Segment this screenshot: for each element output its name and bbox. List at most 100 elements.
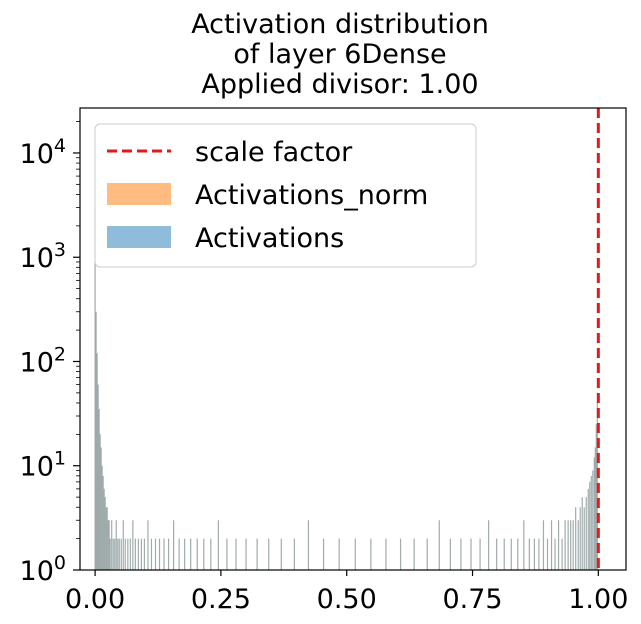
histogram-bar [127,538,129,570]
histogram-bar [190,538,192,570]
histogram-bar [426,538,428,570]
histogram-bar [338,538,340,570]
histogram-bar [122,520,124,570]
histogram-bar [354,538,356,570]
histogram-bar [307,520,310,570]
title-line-1: Activation distribution [191,9,489,40]
x-tick-label: 0.75 [442,584,502,615]
y-tick-label: 103 [20,239,66,274]
title-line-3: Applied divisor: 1.00 [201,69,478,100]
histogram-bar [150,538,153,570]
histogram-bar [103,488,105,570]
histogram-bar [134,538,136,570]
histogram-bar [226,538,228,570]
histogram-bar [158,538,161,570]
legend-box [94,123,477,268]
histogram-bar [595,424,597,570]
histogram-bar [163,538,165,570]
histogram-bar [538,538,540,570]
histogram-bar [102,475,104,570]
histogram-bar [533,538,536,570]
legend-label: scale factor [195,137,353,168]
histogram-bar [572,520,574,570]
histogram-bar [184,538,186,570]
x-axis: 0.00 0.25 0.50 0.75 1.00 [65,570,628,615]
histogram-bar [488,520,490,570]
histogram-bar [449,538,451,570]
histogram-bar [550,520,553,570]
legend-label: Activations_norm [195,180,428,211]
histogram-bars [94,207,598,570]
histogram-bar [98,409,100,570]
histogram-bar [109,538,111,570]
histogram-bar [503,538,505,570]
x-tick-label: 0.00 [65,584,125,615]
x-tick-label: 0.25 [191,584,251,615]
histogram-bar [217,520,219,570]
histogram-bar [322,538,325,570]
histogram-bar [280,538,282,570]
histogram-bar [268,538,270,570]
histogram-bar [143,538,146,570]
histogram-bar [583,507,585,570]
histogram-bar [112,538,114,570]
histogram-bar [132,520,134,570]
histogram-bar [496,538,498,570]
histogram-bar [542,520,545,570]
y-tick-label: 101 [20,448,66,483]
histogram-bar [235,538,237,570]
histogram-bar [99,434,101,570]
histogram-bar [117,538,119,570]
histogram-bar [510,538,512,570]
histogram-bar [115,520,117,570]
histogram-bar [104,497,106,570]
histogram-bar [196,538,198,570]
histogram-bar [554,538,556,570]
y-tick-label: 100 [20,552,66,587]
histogram-bar [523,520,525,570]
histogram-bar [587,488,589,570]
histogram-bar [517,538,519,570]
histogram-bar [561,538,563,570]
histogram-bar [178,538,180,570]
histogram-bar [590,475,592,570]
histogram-bar [567,520,569,570]
histogram-bar [124,538,126,570]
histogram-bar [154,538,157,570]
histogram-bar [579,507,581,570]
histogram-bar [470,538,472,570]
y-tick-label: 104 [20,135,66,170]
histogram-bar [167,538,170,570]
histogram-bar [293,538,295,570]
histogram-bar [147,520,149,570]
y-tick-label: 102 [20,343,66,378]
x-tick-label: 1.00 [568,584,628,615]
histogram-bar [108,520,110,570]
histogram-bar [589,481,591,570]
histogram-bar [585,497,587,570]
histogram-bar [581,497,583,570]
histogram-bar [210,538,212,570]
histogram-bar [96,353,98,570]
histogram-bar [114,538,116,570]
histogram-bar [460,538,462,570]
legend-label: Activations [195,223,344,254]
histogram-bar [105,507,107,570]
histogram-bar [528,538,530,570]
legend: scale factor Activations_norm Activations [94,123,477,268]
histogram-bar [479,538,481,570]
histogram-bar [577,520,579,570]
histogram-bar [593,457,595,570]
legend-swatch [107,183,171,205]
histogram-bar [438,520,440,570]
histogram-bar [106,507,108,570]
histogram-bar [94,207,96,570]
histogram-bar [413,538,415,570]
y-axis: 100 101 102 103 104 [20,135,80,587]
histogram-bar [203,538,205,570]
histogram-bar [399,538,402,570]
histogram-bar [118,538,120,570]
histogram-bar [107,520,109,570]
histogram-bar [97,384,99,570]
histogram-bar [557,520,560,570]
